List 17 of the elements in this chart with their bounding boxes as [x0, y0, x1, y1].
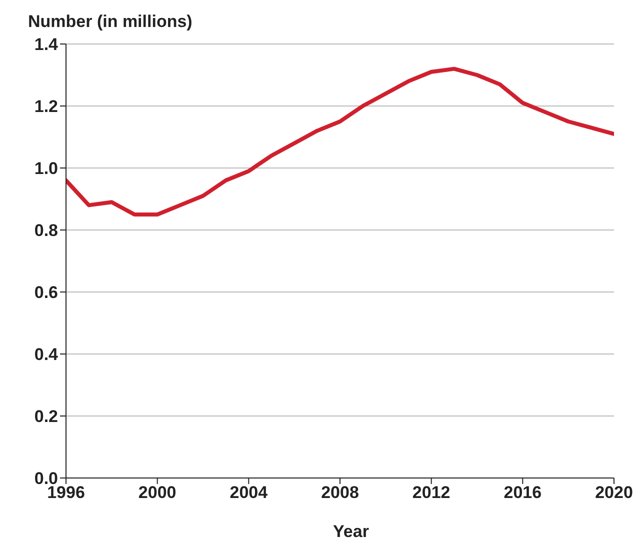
y-tick-label: 0.4 [34, 345, 59, 364]
x-tick-label: 2000 [138, 483, 176, 502]
x-tick-label: 2004 [230, 483, 268, 502]
y-tick-label: 0.8 [34, 221, 58, 240]
x-axis-title: Year [332, 522, 370, 542]
y-tick-label: 0.2 [34, 407, 58, 426]
y-tick-label: 1.2 [34, 97, 58, 116]
y-tick-label: 1.0 [34, 159, 58, 178]
y-tick-label: 1.4 [34, 35, 59, 54]
line-series [66, 66, 614, 216]
x-tick-label: 2012 [412, 483, 450, 502]
x-tick-label: 1996 [47, 483, 85, 502]
y-tick-label: 0.6 [34, 283, 58, 302]
x-tick-label: 2008 [321, 483, 359, 502]
x-tick-label: 2016 [504, 483, 542, 502]
x-tick-label: 2020 [595, 483, 633, 502]
y-axis-title: Number (in millions) [28, 12, 192, 32]
